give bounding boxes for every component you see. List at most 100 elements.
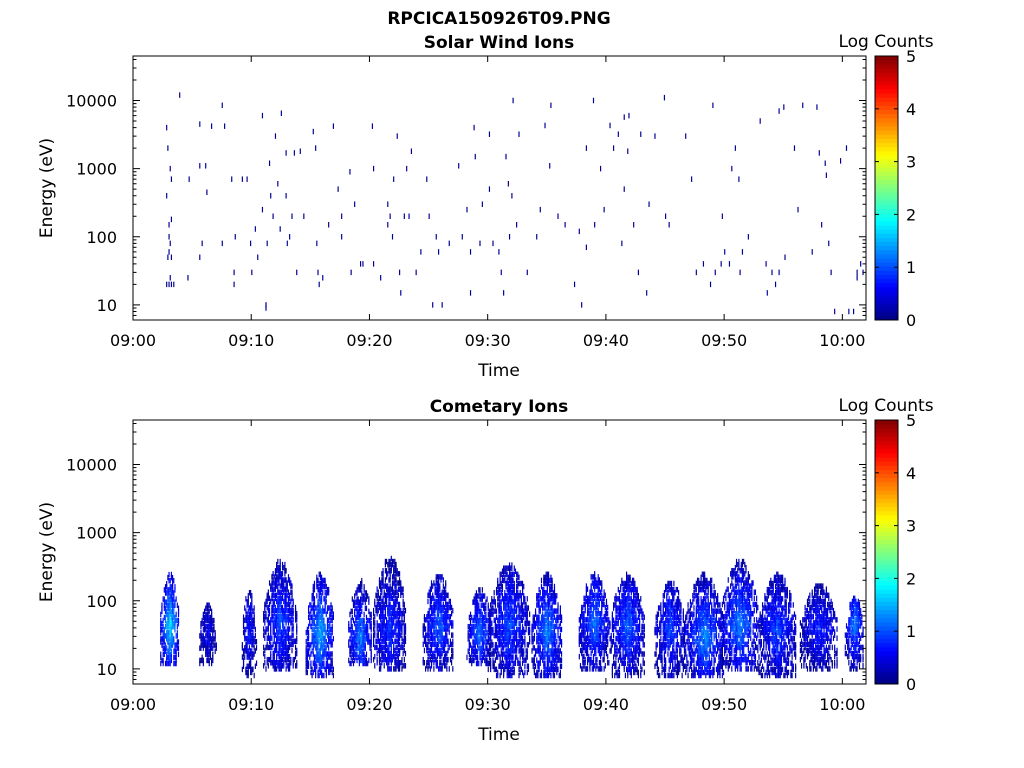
heatmap-cell	[620, 632, 622, 639]
heatmap-cell	[597, 666, 599, 672]
heatmap-cell	[501, 651, 504, 657]
heatmap-cell	[279, 656, 281, 663]
heatmap-cell	[279, 647, 281, 654]
heatmap-cell	[311, 639, 313, 645]
heatmap-cell	[549, 602, 551, 608]
heatmap-cell	[598, 586, 600, 592]
heatmap-cell	[316, 654, 318, 660]
heatmap-cell	[506, 602, 508, 608]
heatmap-cell	[537, 635, 539, 642]
heatmap-cell	[313, 654, 316, 660]
heatmap-cell	[311, 614, 313, 620]
heatmap-cell	[399, 601, 401, 608]
heatmap-cell	[503, 565, 505, 571]
heatmap-cell	[578, 626, 580, 632]
heatmap-cell	[616, 672, 618, 679]
heatmap-cell	[428, 620, 430, 626]
heatmap-cell	[508, 571, 511, 578]
heatmap-cell	[263, 644, 265, 651]
colorbar-step	[875, 159, 898, 164]
heatmap-cell	[532, 657, 534, 663]
heatmap-cell	[331, 660, 333, 666]
heatmap-cell	[510, 620, 512, 627]
heatmap-cell	[475, 648, 478, 654]
heatmap-cell	[542, 589, 544, 596]
heatmap-cell	[356, 657, 358, 664]
heatmap-cell	[177, 645, 180, 651]
heatmap-cell	[446, 632, 448, 638]
heatmap-cell	[354, 633, 356, 639]
heatmap-cell	[766, 290, 768, 296]
heatmap-cell	[170, 593, 173, 599]
heatmap-cell	[328, 629, 330, 636]
heatmap-cell	[172, 599, 174, 605]
heatmap-cell	[325, 654, 327, 660]
heatmap-cell	[475, 614, 478, 621]
heatmap-cell	[594, 635, 596, 641]
heatmap-cell	[524, 605, 526, 611]
heatmap-cell	[440, 653, 442, 660]
heatmap-cell	[162, 596, 164, 602]
heatmap-cell	[325, 645, 327, 651]
heatmap-cell	[443, 660, 446, 666]
heatmap-cell	[547, 577, 550, 584]
heatmap-cell	[550, 586, 552, 593]
heatmap-cell	[380, 623, 382, 629]
heatmap-cell	[250, 602, 252, 608]
heatmap-cell	[285, 598, 287, 605]
heatmap-cell	[443, 592, 446, 599]
heatmap-cell	[166, 633, 168, 639]
heatmap-cell	[320, 599, 323, 605]
heatmap-cell	[313, 632, 316, 639]
heatmap-cell	[590, 595, 592, 602]
heatmap-cell	[518, 596, 520, 602]
heatmap-cell	[480, 602, 482, 608]
heatmap-cell	[529, 629, 531, 636]
heatmap-cell	[286, 632, 288, 638]
heatmap-cell	[362, 593, 364, 599]
heatmap-cell	[389, 589, 391, 595]
heatmap-cell	[331, 614, 333, 620]
heatmap-cell	[166, 192, 168, 199]
heatmap-cell	[592, 604, 595, 611]
heatmap-cell	[620, 642, 622, 648]
heatmap-cell	[498, 605, 500, 611]
heatmap-cell	[617, 629, 619, 636]
heatmap-cell	[272, 660, 274, 666]
heatmap-cell	[436, 650, 439, 657]
heatmap-cell	[510, 596, 512, 602]
heatmap-cell	[211, 614, 213, 621]
heatmap-cell	[458, 163, 460, 169]
heatmap-cell	[473, 124, 475, 131]
heatmap-cell	[170, 623, 173, 630]
heatmap-cell	[473, 596, 475, 602]
heatmap-cell	[544, 648, 546, 654]
heatmap-cell	[169, 577, 171, 584]
heatmap-cell	[477, 630, 479, 636]
colorbar-step	[875, 122, 898, 127]
heatmap-cell	[331, 629, 333, 636]
heatmap-cell	[516, 593, 518, 599]
heatmap-cell	[499, 654, 501, 660]
heatmap-cell	[503, 669, 505, 676]
heatmap-cell	[721, 213, 723, 219]
heatmap-cell	[351, 651, 353, 658]
heatmap-cell	[390, 620, 392, 626]
heatmap-cell	[472, 623, 474, 630]
heatmap-cell	[495, 608, 498, 614]
heatmap-cell	[382, 583, 384, 589]
heatmap-cell	[322, 611, 324, 617]
heatmap-cell	[618, 669, 621, 676]
heatmap-cell	[588, 601, 590, 608]
heatmap-cell	[637, 269, 639, 276]
colorbar-step	[875, 134, 898, 139]
heatmap-cell	[206, 639, 208, 645]
heatmap-cell	[401, 617, 403, 623]
heatmap-cell	[519, 639, 521, 645]
heatmap-cell	[482, 651, 485, 658]
heatmap-cell	[585, 666, 587, 672]
heatmap-cell	[485, 614, 487, 621]
heatmap-cell	[279, 564, 281, 571]
heatmap-cell	[510, 651, 512, 657]
heatmap-cell	[510, 632, 512, 639]
